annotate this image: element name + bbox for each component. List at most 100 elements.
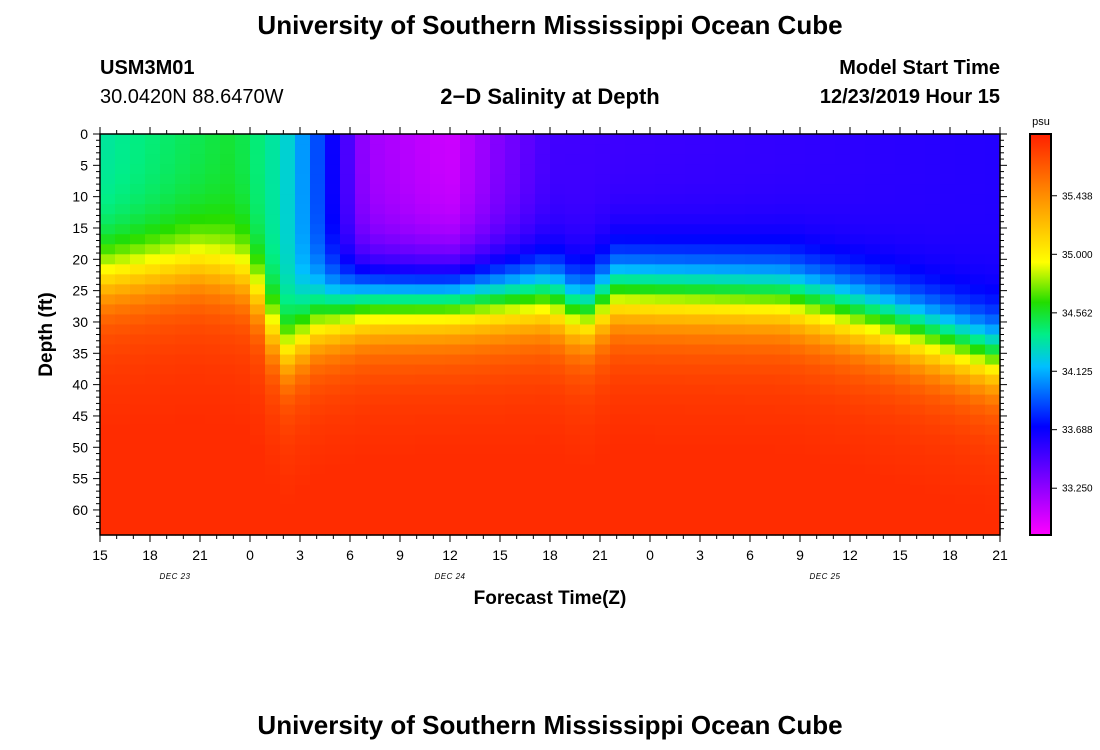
heatmap-cell [685, 144, 701, 155]
heatmap-cell [805, 404, 821, 416]
heatmap-cell [985, 404, 1001, 416]
heatmap-cell [295, 464, 311, 476]
heatmap-cell [115, 304, 131, 316]
heatmap-cell [760, 254, 776, 265]
heatmap-cell [565, 474, 581, 486]
heatmap-cell [130, 404, 146, 416]
heatmap-cell [130, 214, 146, 225]
heatmap-cell [730, 484, 746, 496]
heatmap-cell [985, 174, 1001, 185]
heatmap-cell [265, 404, 281, 416]
heatmap-cell [550, 394, 566, 406]
heatmap-cell [520, 364, 536, 376]
heatmap-cell [640, 234, 656, 245]
x-tick-label: 9 [796, 547, 804, 563]
heatmap-cell [760, 344, 776, 356]
heatmap-cell [535, 464, 551, 476]
heatmap-cell [145, 184, 161, 195]
heatmap-cell [700, 184, 716, 195]
heatmap-cell [415, 214, 431, 225]
heatmap-cell [400, 294, 416, 306]
heatmap-cell [820, 274, 836, 285]
heatmap-cell [520, 224, 536, 235]
heatmap-cell [895, 374, 911, 386]
heatmap-cell [655, 494, 671, 506]
heatmap-cell [730, 294, 746, 306]
heatmap-cell [400, 384, 416, 396]
heatmap-cell [730, 374, 746, 386]
heatmap-cell [295, 404, 311, 416]
heatmap-cell [625, 194, 641, 205]
heatmap-cell [160, 344, 176, 356]
heatmap-cell [535, 154, 551, 165]
heatmap-cell [775, 364, 791, 376]
heatmap-cell [310, 394, 326, 406]
heatmap-cell [850, 454, 866, 466]
heatmap-cell [190, 304, 206, 316]
heatmap-cell [490, 194, 506, 205]
heatmap-cell [880, 394, 896, 406]
heatmap-cell [880, 314, 896, 326]
heatmap-cell [715, 244, 731, 255]
heatmap-cell [550, 234, 566, 245]
heatmap-cell [700, 254, 716, 265]
heatmap-cell [685, 304, 701, 316]
heatmap-cell [865, 164, 881, 175]
heatmap-cell [550, 204, 566, 215]
heatmap-cell [565, 404, 581, 416]
heatmap-cell [985, 514, 1001, 526]
heatmap-cell [280, 314, 296, 326]
heatmap-cell [160, 284, 176, 296]
heatmap-cell [865, 264, 881, 275]
heatmap-cell [985, 464, 1001, 476]
heatmap-cell [700, 424, 716, 436]
heatmap-cell [160, 404, 176, 416]
heatmap-cell [295, 514, 311, 526]
heatmap-cell [265, 334, 281, 346]
heatmap-cell [925, 184, 941, 195]
heatmap-cell [355, 524, 371, 536]
heatmap-cell [490, 474, 506, 486]
heatmap-cell [505, 314, 521, 326]
heatmap-cell [175, 314, 191, 326]
heatmap-cell [850, 244, 866, 255]
heatmap-cell [715, 514, 731, 526]
heatmap-cell [250, 154, 266, 165]
heatmap-cell [130, 464, 146, 476]
heatmap-cell [760, 174, 776, 185]
heatmap-cell [700, 484, 716, 496]
heatmap-cell [235, 354, 251, 366]
heatmap-cell [565, 204, 581, 215]
heatmap-cell [760, 304, 776, 316]
heatmap-cell [160, 454, 176, 466]
heatmap-cell [535, 474, 551, 486]
heatmap-cell [595, 254, 611, 265]
heatmap-cell [550, 214, 566, 225]
heatmap-cell [460, 504, 476, 516]
heatmap-cell [340, 214, 356, 225]
heatmap-cell [250, 424, 266, 436]
heatmap-cell [685, 444, 701, 456]
heatmap-cell [520, 254, 536, 265]
heatmap-cell [985, 164, 1001, 175]
heatmap-cell [820, 364, 836, 376]
heatmap-cell [775, 334, 791, 346]
heatmap-cell [280, 204, 296, 215]
heatmap-cell [520, 174, 536, 185]
heatmap-cell [430, 214, 446, 225]
heatmap-cell [400, 444, 416, 456]
heatmap-cell [925, 154, 941, 165]
heatmap-cell [940, 184, 956, 195]
heatmap-cell [445, 484, 461, 496]
heatmap-cell [415, 394, 431, 406]
heatmap-cell [535, 444, 551, 456]
heatmap-cell [745, 324, 761, 336]
heatmap-cell [535, 224, 551, 235]
x-tick-label: 0 [246, 547, 254, 563]
heatmap-cell [610, 484, 626, 496]
heatmap-cell [370, 384, 386, 396]
heatmap-cell [565, 264, 581, 275]
heatmap-cell [205, 214, 221, 225]
heatmap-cell [100, 524, 116, 536]
heatmap-cell [460, 414, 476, 426]
